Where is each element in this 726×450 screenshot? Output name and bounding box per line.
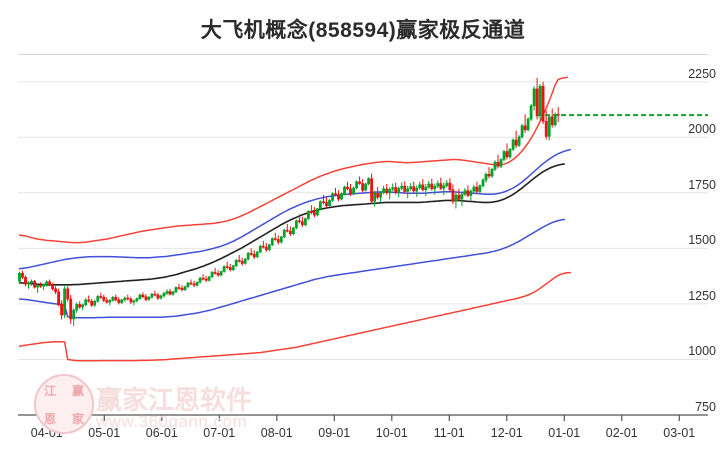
axis-lines: [18, 414, 708, 421]
x-tick-label: 03-01: [663, 426, 696, 440]
x-tick-label: 11-01: [433, 426, 465, 440]
page-title: 大飞机概念(858594)赢家极反通道: [200, 19, 526, 42]
title-divider: [18, 54, 708, 55]
y-tick-label: 1250: [688, 288, 716, 303]
x-tick-label: 04-01: [30, 426, 63, 440]
channel-bands: [18, 76, 571, 362]
y-tick-label: 1500: [688, 233, 716, 248]
x-tick-label: 08-01: [260, 426, 293, 440]
x-tick-label: 09-01: [318, 426, 351, 440]
grid-lines: [18, 81, 708, 416]
x-tick-label: 01-01: [548, 426, 581, 440]
y-tick-label: 1750: [688, 177, 716, 192]
y-tick-label: 1000: [688, 344, 716, 359]
y-tick-label: 2250: [688, 66, 716, 81]
candlesticks: [18, 77, 560, 327]
y-tick-label: 750: [695, 400, 716, 414]
y-tick-label: 2000: [688, 122, 716, 137]
x-tick-label: 12-01: [490, 426, 523, 440]
x-tick-label: 07-01: [203, 426, 236, 440]
x-tick-label: 02-01: [605, 426, 638, 440]
x-tick-label: 05-01: [88, 426, 121, 440]
x-tick-label: 06-01: [145, 426, 178, 440]
x-tick-label: 10-01: [375, 426, 408, 440]
